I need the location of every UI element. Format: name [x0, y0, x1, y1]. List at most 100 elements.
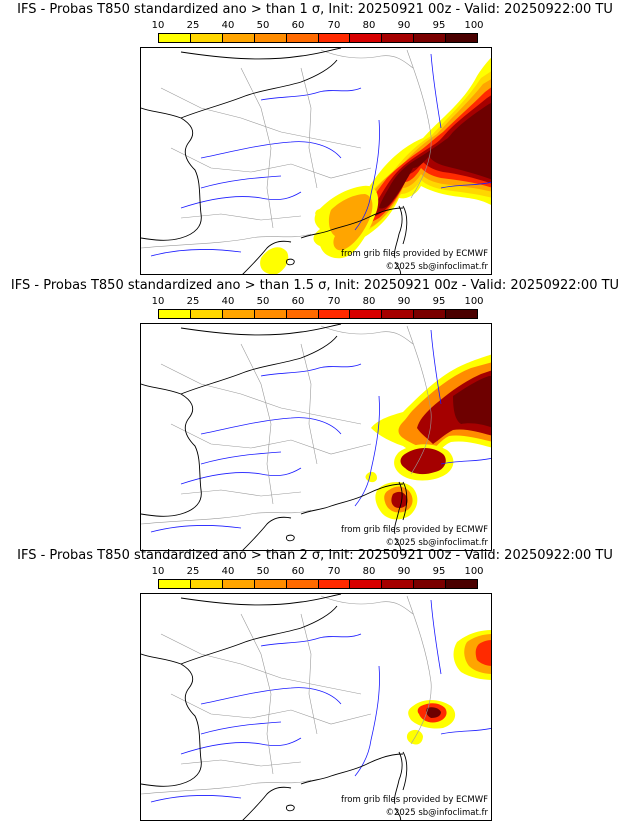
- border-line: [160, 633, 362, 695]
- border-line: [170, 693, 372, 725]
- scale-swatch: [318, 34, 351, 42]
- coastline-channel: [180, 59, 338, 119]
- scale-swatch: [446, 34, 478, 42]
- coastline-spain-east: [242, 516, 292, 550]
- scale-label-100: 100: [464, 296, 484, 307]
- river-dordogne: [200, 721, 282, 735]
- map-panel: from grib files provided by ECMWF ©2025 …: [140, 47, 492, 275]
- river-garonne: [180, 737, 302, 755]
- map-svg: [141, 594, 491, 820]
- scale-label-10: 10: [151, 566, 165, 577]
- scale-label-80: 80: [362, 20, 376, 31]
- scale-swatch: [222, 310, 255, 318]
- scale-swatch: [446, 580, 478, 588]
- scale-label-50: 50: [256, 296, 270, 307]
- border-line: [160, 87, 362, 149]
- scale-swatch: [286, 580, 319, 588]
- scale-swatch: [350, 580, 383, 588]
- prob-field-corsica-darkred: [391, 491, 408, 508]
- river-ebro: [150, 248, 242, 257]
- probability-panel-2sigma: IFS - Probas T850 standardized ano > tha…: [0, 546, 630, 822]
- river-ebro: [150, 524, 242, 533]
- river-rhine: [430, 53, 442, 129]
- scale-swatch: [382, 580, 415, 588]
- border-line: [300, 613, 318, 735]
- scale-label-40: 40: [221, 296, 235, 307]
- river-garonne: [180, 467, 302, 485]
- river-po: [440, 728, 491, 735]
- prob-field-alps-darkred: [400, 448, 446, 475]
- river-loire: [200, 687, 342, 705]
- scale-label-40: 40: [221, 20, 235, 31]
- prob-field-med-orange: [328, 194, 373, 251]
- scale-swatch: [190, 580, 223, 588]
- scale-label-70: 70: [327, 20, 341, 31]
- scale-label-10: 10: [151, 20, 165, 31]
- scale-label-10: 10: [151, 296, 165, 307]
- color-scale-bar: [158, 33, 478, 43]
- source-credit: from grib files provided by ECMWF: [341, 249, 488, 259]
- scale-label-80: 80: [362, 296, 376, 307]
- border-line: [300, 343, 318, 465]
- map-svg: [141, 48, 491, 274]
- river-seine: [260, 87, 362, 101]
- border-line: [320, 595, 414, 615]
- river-dordogne: [200, 175, 282, 189]
- prob-field-spot: [365, 471, 377, 483]
- scale-swatch: [382, 34, 415, 42]
- scale-label-100: 100: [464, 20, 484, 31]
- scale-swatch: [159, 310, 191, 318]
- border-line: [170, 423, 372, 455]
- scale-label-95: 95: [432, 296, 446, 307]
- coastline-balearic: [286, 534, 295, 542]
- coastline-balearic: [286, 258, 295, 266]
- coastline-corsica: [394, 751, 408, 805]
- scale-swatch: [254, 580, 287, 588]
- river-loire: [200, 141, 342, 159]
- border-line: [160, 363, 362, 425]
- coastline-uk: [180, 594, 342, 606]
- scale-label-90: 90: [397, 296, 411, 307]
- scale-label-70: 70: [327, 296, 341, 307]
- probability-panel-1.5sigma: IFS - Probas T850 standardized ano > tha…: [0, 276, 630, 552]
- prob-field-maroon: [453, 376, 491, 428]
- scale-swatch: [318, 580, 351, 588]
- coastline-med: [300, 207, 404, 239]
- scale-label-95: 95: [432, 20, 446, 31]
- coastline-atlantic: [141, 653, 202, 787]
- borders-layer: [141, 325, 432, 525]
- color-scale-labels: 10 25 40 50 60 70 80 90 95 100: [152, 566, 484, 577]
- color-scale-labels: 10 25 40 50 60 70 80 90 95 100: [152, 296, 484, 307]
- coastline-sardinia: [394, 807, 402, 820]
- river-po: [440, 458, 491, 465]
- scale-swatch: [254, 34, 287, 42]
- borders-layer: [141, 49, 432, 249]
- panel-title: IFS - Probas T850 standardized ano > tha…: [10, 278, 620, 293]
- river-seine: [260, 363, 362, 377]
- source-credit: from grib files provided by ECMWF: [341, 795, 488, 805]
- coastline-layer: [141, 48, 408, 274]
- river-seine: [260, 633, 362, 647]
- coastline-channel: [180, 605, 338, 665]
- scale-swatch: [318, 310, 351, 318]
- coastline-layer: [141, 324, 408, 550]
- border-line: [406, 595, 432, 745]
- coastline-med: [300, 753, 404, 785]
- coastline-sardinia: [394, 261, 402, 274]
- scale-label-25: 25: [186, 296, 200, 307]
- river-dordogne: [200, 451, 282, 465]
- scale-label-60: 60: [291, 20, 305, 31]
- coastline-sardinia: [394, 537, 402, 550]
- copyright: ©2025 sb@infoclimat.fr: [385, 808, 488, 818]
- border-line: [406, 49, 432, 199]
- scale-swatch: [286, 34, 319, 42]
- coastline-uk: [180, 48, 342, 60]
- border-line: [180, 489, 302, 497]
- border-line: [141, 233, 312, 249]
- copyright: ©2025 sb@infoclimat.fr: [385, 262, 488, 272]
- border-line: [180, 213, 302, 221]
- scale-label-90: 90: [397, 566, 411, 577]
- borders-layer: [141, 595, 432, 795]
- color-scale-bar: [158, 579, 478, 589]
- rivers-layer: [150, 599, 491, 803]
